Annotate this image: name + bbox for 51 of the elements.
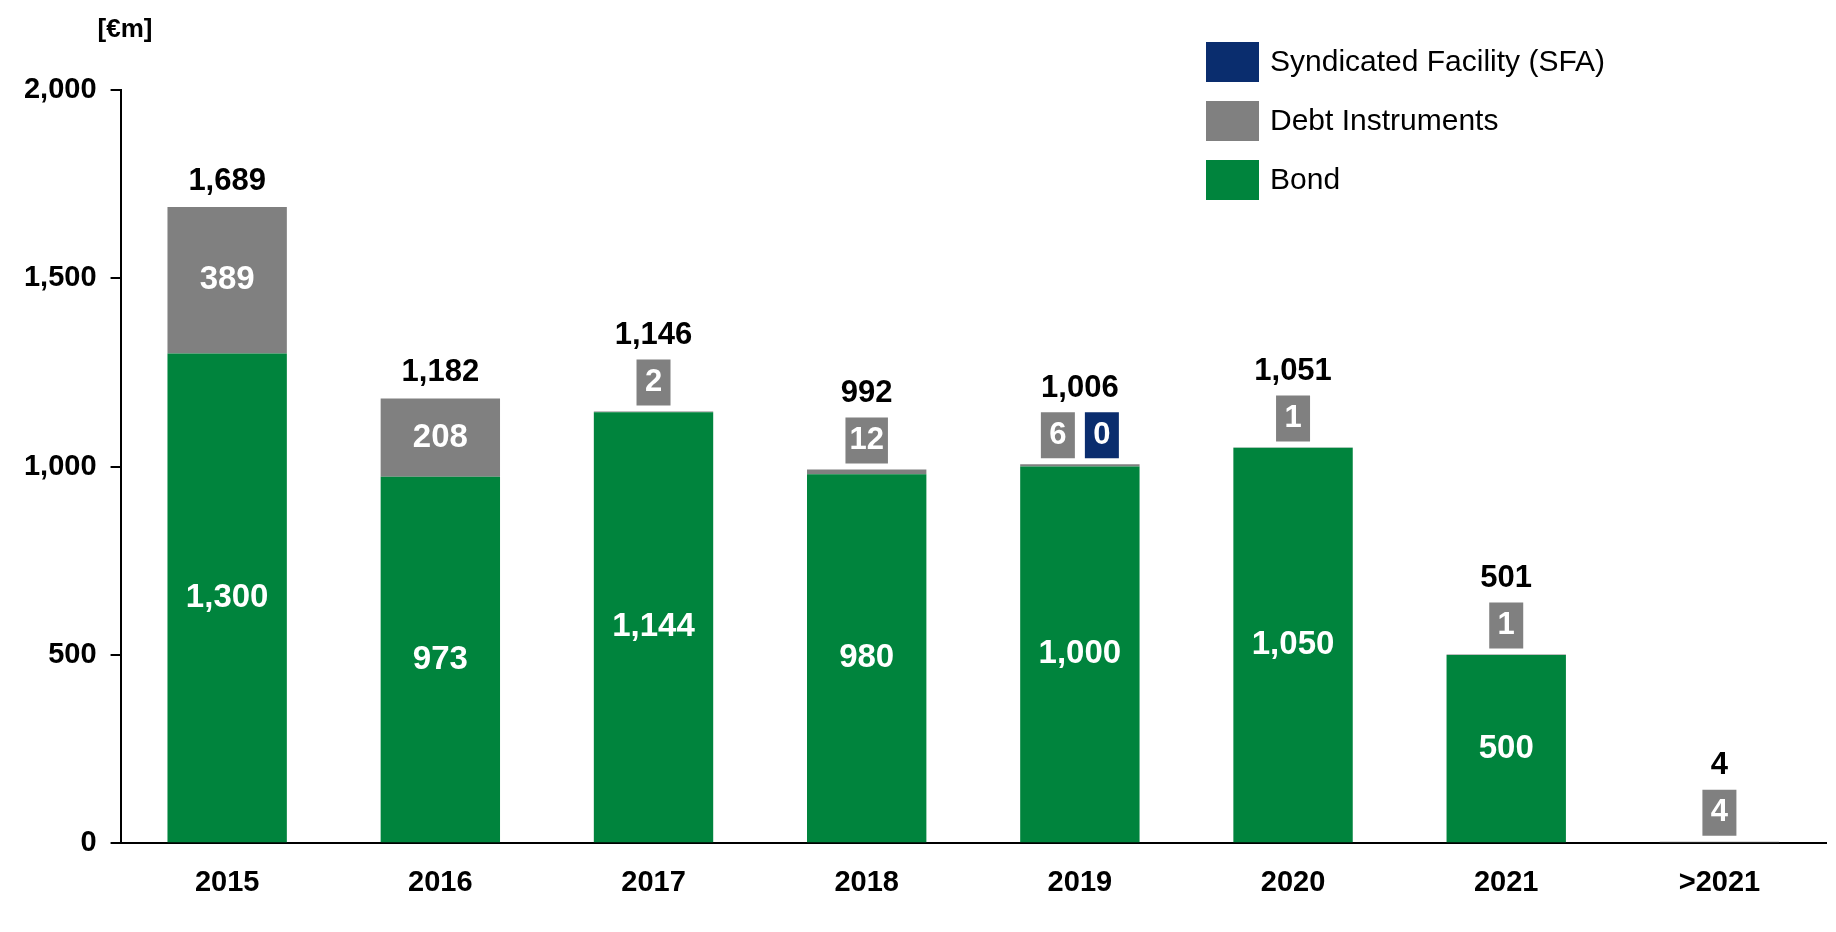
- data-label: 500: [1478, 727, 1534, 765]
- total-label: 1,146: [614, 316, 693, 352]
- data-label: 1,144: [612, 606, 696, 644]
- legend-label: Syndicated Facility (SFA): [1270, 44, 1606, 78]
- legend-label: Debt Instruments: [1270, 103, 1499, 137]
- data-label: 1,050: [1251, 624, 1335, 662]
- data-label: 1,300: [185, 577, 269, 614]
- x-tick-label: 2021: [1473, 864, 1539, 897]
- bar: [807, 474, 927, 843]
- y-axis-title: [€m]: [97, 13, 153, 44]
- total-label: 1,051: [1254, 351, 1332, 387]
- bar: [1233, 447, 1353, 843]
- data-label: 2: [644, 363, 663, 399]
- total-label: 992: [840, 374, 893, 410]
- bar: [593, 412, 714, 843]
- bar: [167, 207, 287, 354]
- data-label: 208: [412, 416, 468, 454]
- data-label: 980: [839, 637, 895, 675]
- y-tick-label: 0: [80, 825, 97, 858]
- total-label: 1,689: [188, 161, 266, 197]
- legend-label: Bond: [1270, 162, 1341, 196]
- x-tick-label: 2020: [1260, 864, 1326, 897]
- x-tick-label: >2021: [1678, 864, 1761, 897]
- y-tick-label: 1,000: [23, 448, 97, 481]
- bar: [380, 398, 501, 477]
- x-tick-label: 2018: [834, 864, 899, 897]
- data-label: 4: [1710, 746, 1729, 782]
- bar: [1020, 466, 1140, 843]
- bar: [380, 476, 501, 843]
- data-label: 6: [1049, 415, 1067, 451]
- bar: [1446, 654, 1566, 843]
- data-label: 12: [849, 421, 884, 457]
- total-label: 1,182: [401, 352, 480, 388]
- y-tick-label: 1,500: [23, 260, 97, 293]
- x-tick-label: 2015: [194, 864, 260, 897]
- data-label: 1,000: [1038, 633, 1122, 671]
- total-label: 1,006: [1041, 368, 1119, 404]
- total-label: 501: [1480, 559, 1533, 595]
- total-label: 4: [1710, 793, 1729, 829]
- data-label: 1: [1284, 398, 1302, 434]
- x-tick-label: 2019: [1047, 864, 1113, 897]
- data-label: 389: [199, 259, 255, 297]
- bar: [1020, 464, 1140, 467]
- y-tick-label: 500: [48, 636, 97, 669]
- y-tick-label: 2,000: [23, 72, 97, 104]
- data-label: 1: [1497, 606, 1515, 642]
- x-tick-label: 2017: [621, 864, 686, 897]
- data-label: 973: [412, 638, 468, 676]
- data-label: 0: [1093, 415, 1111, 451]
- bar: [167, 353, 287, 843]
- x-tick-label: 2016: [408, 864, 473, 897]
